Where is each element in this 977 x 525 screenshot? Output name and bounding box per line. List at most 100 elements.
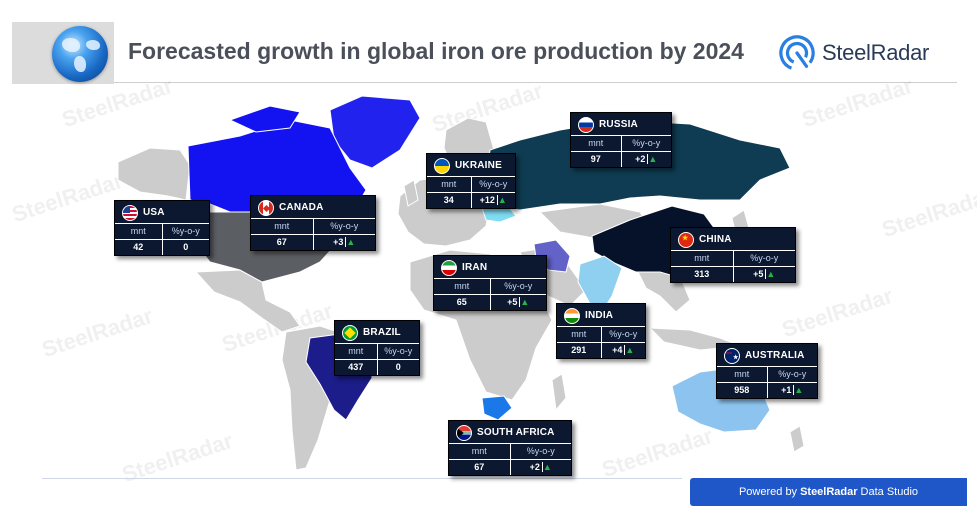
card-values: 67 +3 ▲	[251, 234, 375, 250]
change-value: +3	[333, 237, 344, 247]
country-card-ukraine: UKRAINE mnt %y-o-y 34 +12 ▲	[426, 153, 516, 209]
production-value: 97	[590, 154, 601, 164]
footer-banner: Powered by SteelRadar Data Studio	[690, 478, 967, 506]
iran-flag-icon	[441, 260, 457, 276]
change-value: +2	[529, 462, 540, 472]
change-header: %y-o-y	[161, 224, 210, 239]
up-arrow-icon: ▲	[624, 345, 635, 355]
production-value: 65	[456, 297, 467, 307]
canada-flag-icon	[258, 200, 274, 216]
card-subheader: mnt %y-o-y	[557, 326, 645, 342]
change-header: %y-o-y	[489, 279, 547, 294]
up-arrow-icon: ▲	[647, 154, 658, 164]
change-value: 0	[376, 360, 420, 375]
card-values: 958 +1 ▲	[717, 382, 817, 398]
country-name: BRAZIL	[363, 326, 401, 338]
country-name: SOUTH AFRICA	[477, 426, 555, 438]
card-header: ★ CHINA	[671, 228, 795, 250]
change-value: +1	[781, 385, 792, 395]
country-name: IRAN	[462, 261, 488, 273]
logo-text: SteelRadar	[822, 40, 930, 65]
ukraine-flag-icon	[434, 158, 450, 174]
change-header: %y-o-y	[376, 344, 420, 359]
card-values: 65 +5 ▲	[434, 294, 546, 310]
up-arrow-icon: ▲	[496, 195, 507, 205]
country-card-india: INDIA mnt %y-o-y 291 +4 ▲	[556, 303, 646, 359]
unit-header: mnt	[588, 138, 604, 148]
footer-brand: SteelRadar	[800, 486, 858, 498]
china-flag-icon: ★	[678, 232, 694, 248]
change-value: +5	[753, 269, 764, 279]
card-subheader: mnt %y-o-y	[671, 250, 795, 266]
unit-header: mnt	[274, 221, 290, 231]
card-header: USA	[115, 201, 209, 223]
change-header: %y-o-y	[600, 327, 646, 342]
usa-flag-icon	[122, 205, 138, 221]
card-subheader: mnt %y-o-y	[251, 218, 375, 234]
card-subheader: mnt %y-o-y	[427, 176, 515, 192]
card-values: 97 +2 ▲	[571, 151, 671, 167]
country-card-iran: IRAN mnt %y-o-y 65 +5 ▲	[433, 255, 547, 311]
india-flag-icon	[564, 308, 580, 324]
unit-header: mnt	[348, 346, 364, 356]
country-name: CANADA	[279, 201, 324, 213]
steelradar-logo: SteelRadar	[778, 34, 929, 72]
map-country-new-zealand	[789, 425, 805, 453]
footer-prefix: Powered by	[738, 486, 798, 498]
country-card-australia: ★ AUSTRALIA mnt %y-o-y 958 +1 ▲	[716, 343, 818, 399]
unit-header: mnt	[734, 369, 750, 379]
up-arrow-icon: ▲	[541, 462, 552, 472]
card-values: 34 +12 ▲	[427, 192, 515, 208]
unit-header: mnt	[571, 329, 587, 339]
brazil-flag-icon	[342, 325, 358, 341]
card-subheader: mnt %y-o-y	[434, 278, 546, 294]
card-values: 42 0	[115, 239, 209, 255]
header-divider	[114, 82, 957, 83]
change-header: %y-o-y	[312, 219, 376, 234]
change-value: 0	[161, 240, 210, 255]
up-arrow-icon: ▲	[765, 269, 776, 279]
production-value: 313	[694, 269, 710, 279]
unit-header: mnt	[441, 179, 457, 189]
change-header: %y-o-y	[509, 444, 572, 459]
page-title: Forecasted growth in global iron ore pro…	[128, 38, 744, 64]
country-card-brazil: BRAZIL mnt %y-o-y 437 0	[334, 320, 420, 376]
card-subheader: mnt %y-o-y	[449, 443, 571, 459]
production-value: 291	[571, 345, 587, 355]
card-header: RUSSIA	[571, 113, 671, 135]
change-value: +12	[479, 195, 495, 205]
map-country-canada-arctic	[228, 105, 301, 133]
up-arrow-icon: ▲	[519, 297, 530, 307]
card-header: INDIA	[557, 304, 645, 326]
card-header: UKRAINE	[427, 154, 515, 176]
south-africa-flag-icon	[456, 425, 472, 441]
unit-header: mnt	[694, 253, 710, 263]
card-values: 437 0	[335, 359, 419, 375]
change-value: +4	[612, 345, 623, 355]
card-values: 67 +2 ▲	[449, 459, 571, 475]
unit-header: mnt	[471, 446, 487, 456]
up-arrow-icon: ▲	[345, 237, 356, 247]
change-header: %y-o-y	[620, 136, 672, 151]
unit-header: mnt	[130, 226, 146, 236]
country-name: INDIA	[585, 309, 614, 321]
card-header: SOUTH AFRICA	[449, 421, 571, 443]
production-value: 67	[474, 462, 485, 472]
australia-flag-icon: ★	[724, 348, 740, 364]
card-subheader: mnt %y-o-y	[335, 343, 419, 359]
production-value: 42	[133, 242, 144, 252]
card-header: CANADA	[251, 196, 375, 218]
card-header: IRAN	[434, 256, 546, 278]
country-card-canada: CANADA mnt %y-o-y 67 +3 ▲	[250, 195, 376, 251]
card-values: 291 +4 ▲	[557, 342, 645, 358]
country-name: CHINA	[699, 233, 732, 245]
card-subheader: mnt %y-o-y	[571, 135, 671, 151]
production-value: 437	[348, 362, 364, 372]
up-arrow-icon: ▲	[793, 385, 804, 395]
production-value: 67	[276, 237, 287, 247]
country-card-usa: USA mnt %y-o-y 42 0	[114, 200, 210, 256]
base-line	[42, 478, 682, 479]
change-value: +5	[507, 297, 518, 307]
country-name: USA	[143, 206, 165, 218]
footer-suffix: Data Studio	[860, 486, 919, 498]
